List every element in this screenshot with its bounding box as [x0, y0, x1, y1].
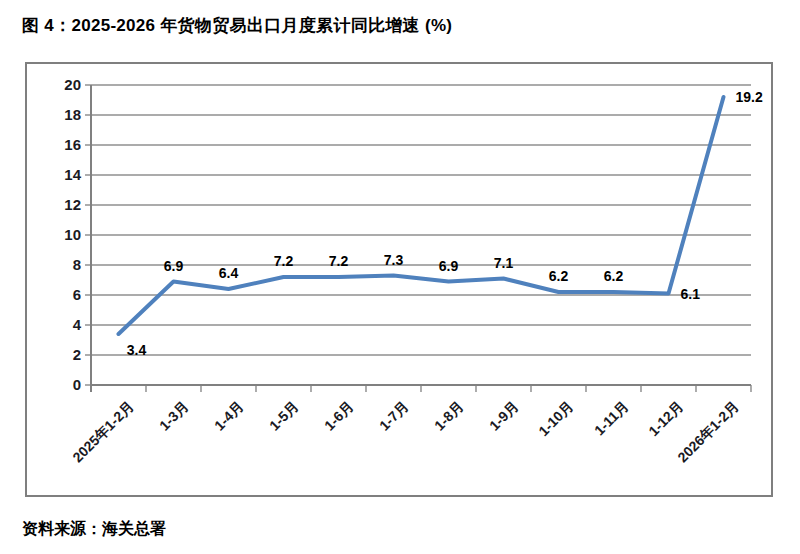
- x-tick-label: 1-10月: [536, 398, 577, 439]
- y-tick-label: 16: [27, 136, 81, 154]
- x-tick-label: 1-3月: [156, 398, 192, 434]
- y-tick-label: 14: [27, 166, 81, 184]
- data-label: 19.2: [736, 88, 763, 106]
- chart-labels-layer: 0 2 4 6 8 10 12 14 16 18 20 2025年1-2月 1-3月 1-4月 1-5月 1-…: [27, 64, 771, 495]
- x-tick-label: 1-9月: [486, 398, 522, 434]
- y-tick-label: 18: [27, 106, 81, 124]
- data-label: 7.1: [494, 254, 513, 272]
- x-tick-label: 1-11月: [591, 398, 631, 438]
- source-note: 资料来源：海关总署: [22, 519, 166, 540]
- data-label: 6.9: [439, 257, 458, 275]
- y-tick-label: 10: [27, 226, 81, 244]
- figure-title: 图 4：2025-2026 年货物贸易出口月度累计同比增速 (%): [22, 14, 452, 37]
- x-tick-label: 1-6月: [321, 398, 357, 434]
- x-tick-label: 2025年1-2月: [69, 398, 136, 465]
- data-label: 3.4: [127, 341, 146, 359]
- chart-container: 0 2 4 6 8 10 12 14 16 18 20 2025年1-2月 1-3月 1-4月 1-5月 1-…: [25, 62, 773, 497]
- x-tick-label: 1-4月: [211, 398, 247, 434]
- x-tick-label: 1-7月: [376, 398, 412, 434]
- data-label: 6.1: [681, 285, 700, 303]
- y-tick-label: 0: [27, 376, 81, 394]
- data-label: 6.9: [164, 257, 183, 275]
- data-label: 6.4: [219, 264, 238, 282]
- y-tick-label: 2: [27, 346, 81, 364]
- x-tick-label: 1-12月: [646, 398, 687, 439]
- data-label: 7.3: [384, 251, 403, 269]
- y-tick-label: 12: [27, 196, 81, 214]
- report-page: 图 4：2025-2026 年货物贸易出口月度累计同比增速 (%) 0 2 4 6 8 1…: [0, 0, 800, 554]
- y-tick-label: 8: [27, 256, 81, 274]
- data-label: 6.2: [549, 267, 568, 285]
- y-tick-label: 6: [27, 286, 81, 304]
- x-tick-label: 1-8月: [431, 398, 467, 434]
- y-tick-label: 20: [27, 76, 81, 94]
- data-label: 7.2: [274, 252, 293, 270]
- y-tick-label: 4: [27, 316, 81, 334]
- data-label: 6.2: [604, 267, 623, 285]
- data-label: 7.2: [329, 252, 348, 270]
- x-tick-label: 1-5月: [266, 398, 302, 434]
